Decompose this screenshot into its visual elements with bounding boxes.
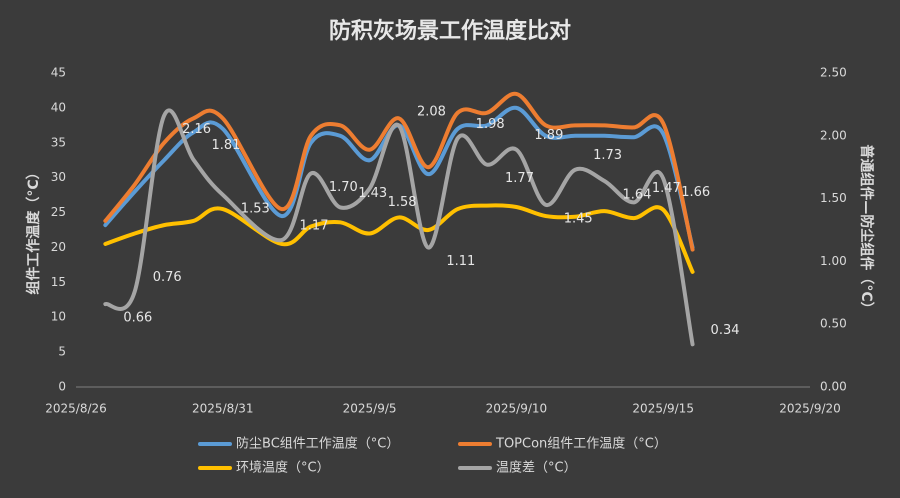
data-label: 1.81 — [211, 138, 240, 153]
y-tick-label: 45 — [51, 66, 66, 80]
y-tick-label: 15 — [51, 275, 66, 289]
y-tick-label: 0 — [58, 380, 66, 394]
x-tick-label: 2025/9/10 — [486, 402, 548, 416]
y2-tick-label: 0.50 — [820, 317, 847, 331]
x-tick-label: 2025/9/20 — [779, 402, 841, 416]
x-tick-label: 2025/9/5 — [343, 402, 397, 416]
data-label: 1.98 — [476, 117, 505, 132]
data-label: 1.70 — [329, 180, 358, 195]
y-tick-label: 25 — [51, 205, 66, 219]
y2-axis-title: 普通组件—防尘组件（°C） — [858, 144, 875, 315]
y2-tick-label: 0.00 — [820, 380, 847, 394]
y-tick-label: 10 — [51, 310, 66, 324]
data-label: 1.17 — [300, 219, 329, 234]
data-label: 2.08 — [417, 104, 446, 119]
x-tick-label: 2025/8/26 — [45, 402, 107, 416]
series-line — [103, 203, 695, 274]
series-line — [103, 91, 695, 252]
y-tick-label: 20 — [51, 240, 66, 254]
data-label: 1.66 — [681, 185, 710, 200]
y2-tick-label: 1.50 — [820, 191, 847, 205]
data-label: 1.11 — [446, 254, 475, 269]
data-label: 0.66 — [123, 311, 152, 326]
legend-label: TOPCon组件工作温度（°C） — [495, 436, 667, 452]
data-label: 1.73 — [593, 148, 622, 163]
y2-tick-label: 2.00 — [820, 128, 847, 142]
series-line — [103, 108, 695, 347]
data-label: 1.53 — [241, 201, 270, 216]
data-label: 0.76 — [153, 270, 182, 285]
series-line — [103, 105, 695, 250]
chart-title: 防积灰场景工作温度比对 — [329, 18, 571, 44]
x-tick-label: 2025/8/31 — [192, 402, 254, 416]
data-label: 1.58 — [388, 195, 417, 210]
data-label: 1.45 — [564, 211, 593, 226]
data-label: 1.64 — [622, 188, 651, 203]
data-label: 1.77 — [505, 171, 534, 186]
y-tick-label: 5 — [58, 345, 66, 359]
y-axis-title: 组件工作温度（°C） — [25, 165, 42, 294]
legend-label: 温度差（°C） — [496, 460, 577, 476]
data-label: 1.89 — [534, 128, 563, 143]
y2-tick-label: 1.00 — [820, 254, 847, 268]
data-label: 0.34 — [711, 323, 740, 338]
data-label: 1.47 — [652, 181, 681, 196]
data-label: 2.16 — [182, 122, 211, 137]
y-tick-label: 30 — [51, 170, 66, 184]
y-tick-label: 35 — [51, 135, 66, 149]
y2-tick-label: 2.50 — [820, 66, 847, 80]
legend-label: 环境温度（°C） — [236, 460, 330, 476]
data-label: 1.43 — [358, 186, 387, 201]
x-tick-label: 2025/9/15 — [632, 402, 694, 416]
y-tick-label: 40 — [51, 100, 66, 114]
legend-label: 防尘BC组件工作温度（°C） — [236, 436, 399, 452]
